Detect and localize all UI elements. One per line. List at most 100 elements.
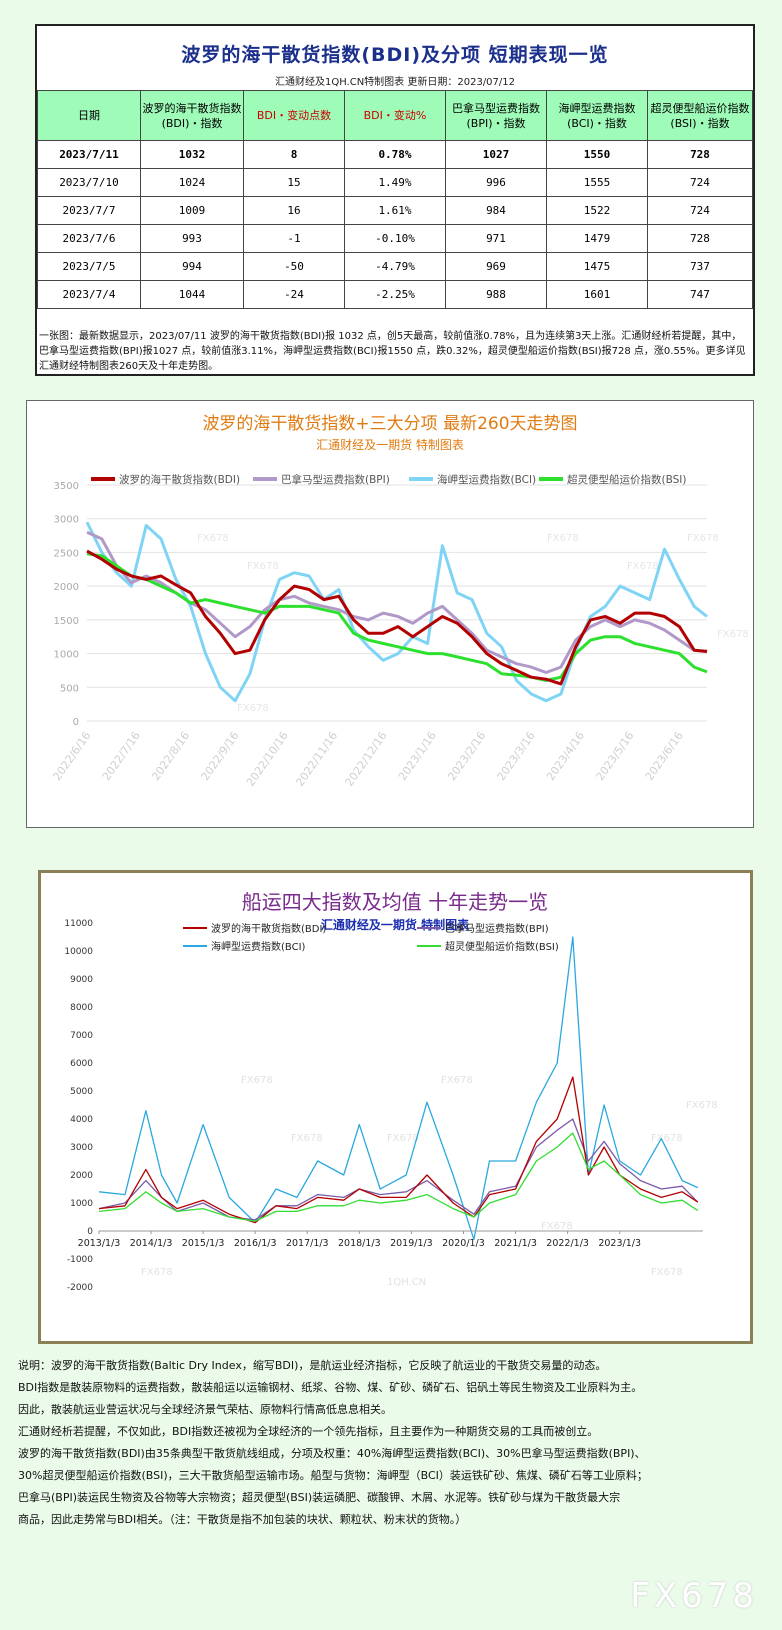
series-line-0 <box>98 1076 699 1224</box>
cell: 1.49% <box>344 168 446 197</box>
explanation-text: 说明：波罗的海干散货指数(Baltic Dry Index，缩写BDI)，是航运… <box>18 1355 768 1531</box>
cell: -2.25% <box>344 280 446 309</box>
chart-260-day: 波罗的海干散货指数+三大分项 最新260天走势图 汇通财经及一期货 特制图表 F… <box>50 414 748 789</box>
series-line-3 <box>86 552 708 682</box>
x-tick-label: 2022/1/3 <box>546 1238 589 1249</box>
y-tick-label: 3000 <box>70 1143 93 1153</box>
summary-table: 日期 波罗的海干散货指数(BDI)・指数 BDI・变动点数 BDI・变动% 巴拿… <box>37 90 753 309</box>
x-tick-label: 2018/1/3 <box>338 1238 381 1249</box>
table-header-row: 日期 波罗的海干散货指数(BDI)・指数 BDI・变动点数 BDI・变动% 巴拿… <box>37 90 753 141</box>
watermark-text: 1QH.CN <box>387 1277 426 1288</box>
legend-label: 波罗的海干散货指数(BDI) <box>119 473 240 486</box>
x-tick-label: 2017/1/3 <box>286 1238 329 1249</box>
table-row: 2023/7/7 1009 16 1.61% 984 1522 724 <box>37 196 753 225</box>
y-tick-label: 8000 <box>70 1003 93 1013</box>
x-tick-label: 2019/1/3 <box>390 1238 433 1249</box>
explain-line: 巴拿马(BPI)装运民生物资及谷物等大宗物资；超灵便型(BSI)装运磷肥、碳酸钾… <box>18 1491 621 1504</box>
watermark-text: FX678 <box>141 1267 173 1278</box>
watermark-text: FX678 <box>387 1133 419 1144</box>
legend-label: 海岬型运费指数(BCI) <box>437 473 536 486</box>
header-bpi: 巴拿马型运费指数(BPI)・指数 <box>445 90 547 141</box>
series-line-1 <box>86 530 708 674</box>
series-line-3 <box>98 1132 699 1222</box>
legend-label: 巴拿马型运费指数(BPI) <box>281 473 390 486</box>
series-line-0 <box>86 549 708 686</box>
watermark-text: FX678 <box>627 561 659 572</box>
x-tick-label: 2022/8/16 <box>149 729 192 783</box>
x-tick-label: 2023/6/16 <box>643 729 686 783</box>
watermark-text: FX678 <box>197 533 229 544</box>
fx678-logo: FX678 <box>630 1576 758 1616</box>
header-date: 日期 <box>37 90 141 141</box>
y-tick-label: 2000 <box>54 582 79 593</box>
header-bci: 海岬型运费指数(BCI)・指数 <box>546 90 648 141</box>
x-tick-label: 2013/1/3 <box>78 1238 121 1249</box>
cell: 747 <box>647 280 753 309</box>
y-tick-label: 2500 <box>54 548 79 559</box>
cell: 1032 <box>140 140 244 169</box>
x-tick-label: 2022/9/16 <box>199 729 242 783</box>
header-bdi: 波罗的海干散货指数(BDI)・指数 <box>140 90 244 141</box>
x-tick-label: 2022/7/16 <box>100 729 143 783</box>
header-bdi-change-pct: BDI・变动% <box>344 90 446 141</box>
cell: 1555 <box>546 168 648 197</box>
y-tick-label: 6000 <box>70 1059 93 1069</box>
cell: 15 <box>243 168 345 197</box>
cell: 994 <box>140 252 244 281</box>
chart-ten-year-panel: 船运四大指数及均值 十年走势一览 汇通财经及一期货 特制图表 FX678 FX67… <box>38 870 753 1344</box>
x-tick-label: 2014/1/3 <box>130 1238 173 1249</box>
legend-label: 超灵便型船运价指数(BSI) <box>567 473 686 486</box>
cell: 984 <box>445 196 547 225</box>
cell: 1.61% <box>344 196 446 225</box>
cell: 737 <box>647 252 753 281</box>
watermark-text: FX678 <box>651 1133 683 1144</box>
y-tick-label: 4000 <box>70 1115 93 1125</box>
x-tick-label: 2022/10/16 <box>244 729 291 788</box>
y-tick-label: 0 <box>87 1227 93 1237</box>
cell: 2023/7/10 <box>37 168 141 197</box>
x-tick-label: 2022/12/16 <box>343 729 390 788</box>
cell: 996 <box>445 168 547 197</box>
cell: 1601 <box>546 280 648 309</box>
cell: 728 <box>647 140 753 169</box>
cell: 988 <box>445 280 547 309</box>
cell: 1009 <box>140 196 244 225</box>
summary-table-panel: 波罗的海干散货指数(BDI)及分项 短期表现一览 汇通财经及1QH.CN特制图表… <box>35 24 755 376</box>
chart2-title: 船运四大指数及均值 十年走势一览 <box>242 890 548 914</box>
watermark-text: FX678 <box>687 533 719 544</box>
x-tick-label: 2016/1/3 <box>234 1238 277 1249</box>
cell: 2023/7/6 <box>37 224 141 253</box>
y-tick-label: 500 <box>60 683 79 694</box>
cell: 1479 <box>546 224 648 253</box>
explain-line: 汇通财经析若提醒，不仅如此，BDI指数还被视为全球经济的一个领先指标，且主要作为… <box>18 1425 599 1438</box>
x-tick-label: 2022/11/16 <box>293 729 340 788</box>
x-tick-label: 2015/1/3 <box>182 1238 225 1249</box>
table-row: 2023/7/10 1024 15 1.49% 996 1555 724 <box>37 168 753 197</box>
cell: 16 <box>243 196 345 225</box>
y-tick-label: 1500 <box>54 616 79 627</box>
cell: 8 <box>243 140 345 169</box>
table-note: 一张图：最新数据显示，2023/07/11 波罗的海干散货指数(BDI)报 10… <box>39 331 746 372</box>
legend-label: 超灵便型船运价指数(BSI) <box>445 940 559 953</box>
x-tick-label: 2023/1/3 <box>598 1238 641 1249</box>
x-tick-label: 2023/4/16 <box>544 729 587 783</box>
cell: 1027 <box>445 140 547 169</box>
table-row: 2023/7/5 994 -50 -4.79% 969 1475 737 <box>37 252 753 281</box>
table-row: 2023/7/11 1032 8 0.78% 1027 1550 728 <box>37 140 753 169</box>
table-subtitle: 汇通财经及1QH.CN特制图表 更新日期：2023/07/12 <box>274 77 516 88</box>
y-tick-label: 7000 <box>70 1031 93 1041</box>
y-tick-label: -2000 <box>67 1283 93 1293</box>
header-bdi-change: BDI・变动点数 <box>243 90 345 141</box>
legend-label: 波罗的海干散货指数(BDI) <box>211 922 326 935</box>
y-tick-label: 3000 <box>54 515 79 526</box>
cell: 971 <box>445 224 547 253</box>
table-row: 2023/7/6 993 -1 -0.10% 971 1479 728 <box>37 224 753 253</box>
watermark-text: FX678 <box>547 533 579 544</box>
explain-line: 波罗的海干散货指数(BDI)由35条典型干散货航线组成，分项及权重：40%海岬型… <box>18 1447 646 1460</box>
watermark-text: FX678 <box>686 1100 718 1111</box>
x-tick-label: 2023/1/16 <box>396 729 439 783</box>
cell: -1 <box>243 224 345 253</box>
cell: 724 <box>647 168 753 197</box>
y-tick-label: 11000 <box>64 919 93 929</box>
x-tick-label: 2023/3/16 <box>495 729 538 783</box>
